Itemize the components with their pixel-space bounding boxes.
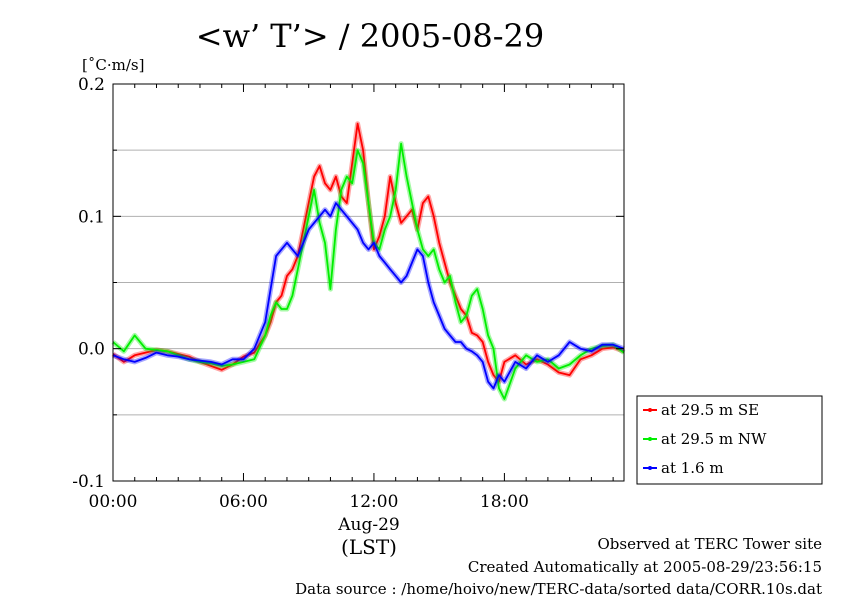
- chart-title: <w’ T’> / 2005-08-29: [196, 17, 545, 55]
- y-tick-label: -0.1: [72, 472, 105, 492]
- x-axis-date-label: Aug-29: [337, 515, 399, 535]
- series-line-3: [112, 202, 625, 390]
- y-tick-label: 0.1: [78, 207, 105, 227]
- legend-label: at 1.6 m: [661, 459, 724, 477]
- series-halo: [111, 121, 625, 385]
- x-tick-label: 06:00: [219, 492, 268, 512]
- series-layer: [111, 121, 626, 402]
- y-tick-label: 0.2: [78, 75, 105, 95]
- x-axis-label: (LST): [341, 535, 397, 559]
- legend-label: at 29.5 m SE: [661, 401, 759, 419]
- site-note: Observed at TERC Tower site: [597, 535, 822, 553]
- series-line-2: [112, 142, 625, 400]
- data-source-note: Data source : /home/hoivo/new/TERC-data/…: [295, 580, 822, 598]
- y-ticks: -0.1 0.0 0.1 0.2: [72, 75, 624, 492]
- y-axis-unit-label: [˚C·m/s]: [82, 56, 144, 74]
- y-tick-label: 0.0: [78, 340, 105, 360]
- x-tick-label: 12:00: [349, 492, 398, 512]
- legend: at 29.5 m SE at 29.5 m NW at 1.6 m: [636, 395, 823, 485]
- legend-marker: [648, 437, 652, 441]
- x-ticks: 00:00 06:00 12:00 18:00: [89, 84, 614, 512]
- legend-label: at 29.5 m NW: [661, 430, 767, 448]
- legend-box: [636, 395, 823, 485]
- x-tick-label: 18:00: [480, 492, 529, 512]
- legend-marker: [648, 408, 652, 412]
- grid-lines: [113, 149, 624, 416]
- series-line-1: [112, 122, 625, 383]
- x-tick-label: 00:00: [89, 492, 138, 512]
- created-note: Created Automatically at 2005-08-29/23:5…: [467, 558, 822, 576]
- legend-marker: [648, 466, 652, 470]
